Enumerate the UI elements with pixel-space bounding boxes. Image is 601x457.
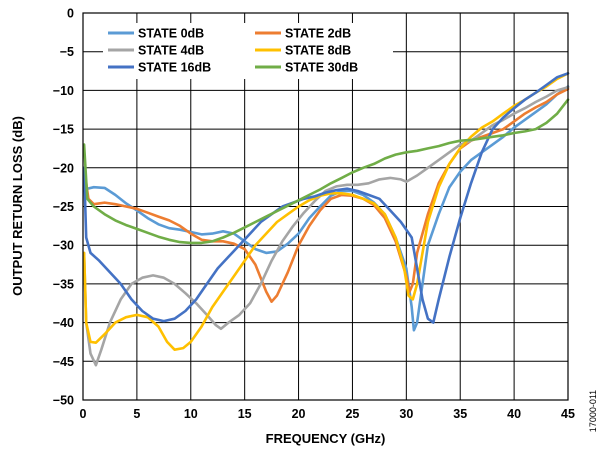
x-tick-label: 30 <box>399 407 413 421</box>
figure-id: 17000-011 <box>588 390 598 432</box>
y-tick-label: −10 <box>53 84 74 98</box>
y-tick-label: −45 <box>53 355 74 369</box>
series-line-4 <box>82 72 570 324</box>
y-axis-title: OUTPUT RETURN LOSS (dB) <box>10 116 25 296</box>
x-tick-label: 10 <box>184 407 198 421</box>
x-tick-label: 25 <box>345 407 359 421</box>
x-tick-label: 35 <box>453 407 467 421</box>
y-tick-label: −35 <box>53 277 74 291</box>
y-tick-label: −5 <box>60 45 74 59</box>
x-tick-label: 15 <box>238 407 252 421</box>
x-tick-label: 40 <box>507 407 521 421</box>
legend-label: STATE 16dB <box>138 61 211 75</box>
y-tick-label: −30 <box>53 239 74 253</box>
series-lines <box>82 72 570 367</box>
series-line-2 <box>82 86 570 367</box>
tick-labels: 0 5 10 15 20 25 30 35 40 45 0 −5 −10 −15 −20 −25 −30 −35 −… <box>53 7 575 422</box>
legend-label: STATE 8dB <box>285 44 351 58</box>
y-tick-label: −20 <box>53 161 74 175</box>
plot-frame <box>82 12 569 401</box>
legend-background <box>103 23 393 79</box>
legend-label: STATE 4dB <box>138 44 204 58</box>
y-tick-label: −25 <box>53 200 74 214</box>
x-tick-label: 45 <box>561 407 575 421</box>
series-line-3 <box>82 72 570 351</box>
legend-label: STATE 2dB <box>285 27 351 41</box>
y-tick-label: −15 <box>53 123 74 137</box>
y-tick-label: −50 <box>53 394 74 408</box>
y-tick-label: 0 <box>67 7 74 21</box>
y-tick-label: −40 <box>53 316 74 330</box>
x-tick-label: 0 <box>80 407 87 421</box>
x-tick-label: 20 <box>292 407 306 421</box>
series-line-5 <box>82 98 570 245</box>
legend: STATE 0dB STATE 2dB STATE 4dB STATE 8dB STAT… <box>103 23 393 79</box>
x-axis-title: FREQUENCY (GHz) <box>266 431 386 446</box>
legend-label: STATE 0dB <box>138 27 204 41</box>
x-tick-label: 5 <box>133 407 140 421</box>
legend-label: STATE 30dB <box>285 61 358 75</box>
